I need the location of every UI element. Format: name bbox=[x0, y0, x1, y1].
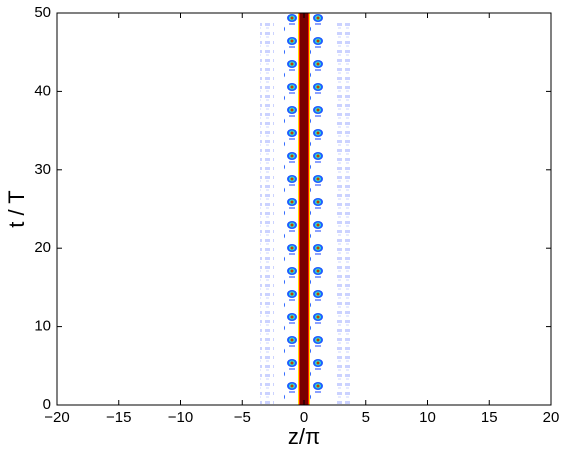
x-tick-label: −10 bbox=[168, 409, 193, 426]
y-tick-label: 50 bbox=[34, 4, 51, 21]
density-core bbox=[300, 13, 308, 405]
x-axis-label: z/π bbox=[288, 424, 320, 449]
x-tick-label: −15 bbox=[106, 409, 131, 426]
y-tick-label: 40 bbox=[34, 82, 51, 99]
y-axis-label: t / T bbox=[4, 190, 29, 228]
x-tick-label: 0 bbox=[300, 409, 308, 426]
y-tick-label: 10 bbox=[34, 318, 51, 335]
x-tick-label: −20 bbox=[44, 409, 69, 426]
x-tick-label: 15 bbox=[481, 409, 498, 426]
density-band bbox=[260, 20, 274, 405]
x-tick-label: 20 bbox=[543, 409, 560, 426]
density-band bbox=[336, 20, 350, 405]
y-tick-label: 0 bbox=[43, 396, 51, 413]
density-band bbox=[310, 13, 324, 405]
y-tick-label: 30 bbox=[34, 161, 51, 178]
x-tick-label: 5 bbox=[362, 409, 370, 426]
y-tick-label: 20 bbox=[34, 239, 51, 256]
density-band bbox=[284, 13, 298, 405]
heatmap-image bbox=[260, 13, 350, 405]
x-tick-label: −5 bbox=[234, 409, 251, 426]
x-tick-label: 10 bbox=[419, 409, 436, 426]
